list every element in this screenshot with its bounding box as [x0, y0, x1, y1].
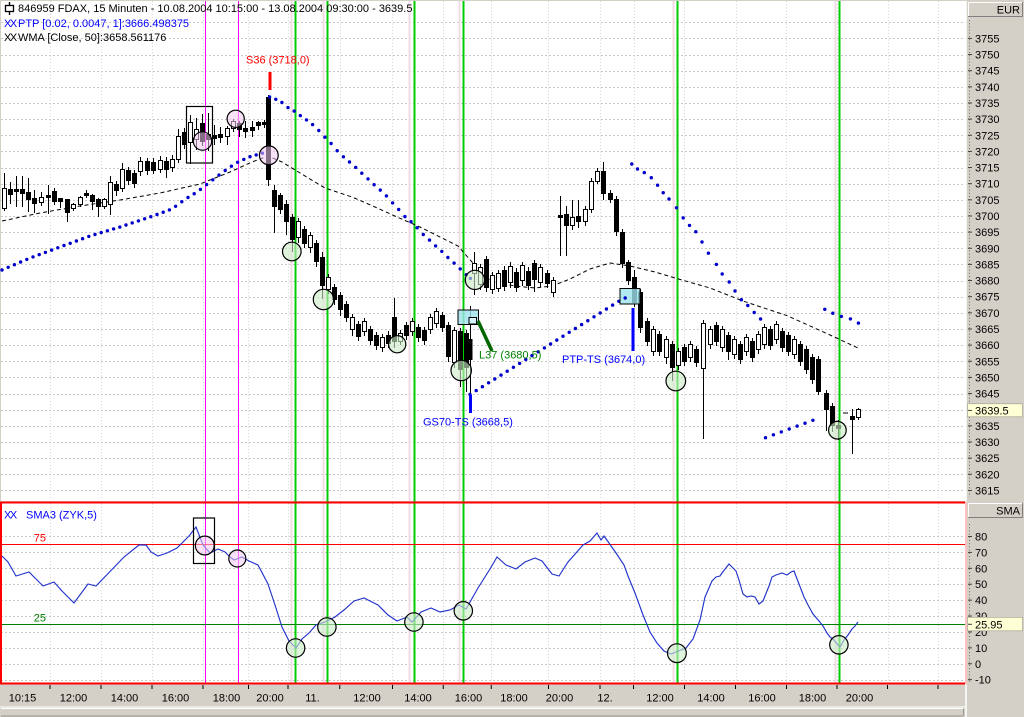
- svg-text:75: 75: [34, 533, 46, 545]
- svg-text:3670: 3670: [975, 308, 999, 320]
- svg-text:3710: 3710: [975, 179, 999, 191]
- svg-text:14:00: 14:00: [404, 693, 432, 705]
- svg-text:14:00: 14:00: [111, 693, 139, 705]
- svg-text:3725: 3725: [975, 130, 999, 142]
- svg-text:16:00: 16:00: [748, 693, 776, 705]
- svg-text:18:00: 18:00: [799, 693, 827, 705]
- svg-text:-10: -10: [975, 675, 991, 687]
- svg-text:18:00: 18:00: [213, 693, 241, 705]
- svg-text:16:00: 16:00: [455, 693, 483, 705]
- svg-text:3655: 3655: [975, 356, 999, 368]
- svg-text:12.: 12.: [597, 693, 612, 705]
- svg-text:846959 FDAX, 15 Minuten - 10.: 846959 FDAX, 15 Minuten - 10.08.2004 10:…: [18, 3, 412, 15]
- svg-text:GS70-TS (3668,5): GS70-TS (3668,5): [423, 417, 513, 429]
- svg-text:25: 25: [34, 613, 46, 625]
- svg-text:3755: 3755: [975, 33, 999, 45]
- svg-text:40: 40: [975, 595, 987, 607]
- svg-text:3695: 3695: [975, 227, 999, 239]
- svg-text:3690: 3690: [975, 243, 999, 255]
- svg-text:25.95: 25.95: [975, 620, 1003, 632]
- svg-text:3660: 3660: [975, 340, 999, 352]
- svg-text:3750: 3750: [975, 50, 999, 62]
- svg-text:60: 60: [975, 563, 987, 575]
- svg-text:EUR: EUR: [997, 5, 1020, 17]
- svg-text:12:00: 12:00: [60, 693, 88, 705]
- svg-text:L37 (3680,5): L37 (3680,5): [479, 350, 541, 362]
- svg-text:3720: 3720: [975, 146, 999, 158]
- svg-text:WMA [Close, 50]:3658.561176: WMA [Close, 50]:3658.561176: [18, 32, 166, 44]
- svg-text:XX: XX: [4, 510, 18, 522]
- svg-text:S36 (3718,0): S36 (3718,0): [246, 55, 310, 67]
- svg-text:3625: 3625: [975, 453, 999, 465]
- svg-text:3665: 3665: [975, 324, 999, 336]
- svg-text:3639.5: 3639.5: [975, 406, 1009, 418]
- svg-text:3645: 3645: [975, 389, 999, 401]
- svg-text:PTP-TS (3674,0): PTP-TS (3674,0): [562, 354, 645, 366]
- svg-text:12:00: 12:00: [353, 693, 381, 705]
- svg-text:3705: 3705: [975, 195, 999, 207]
- svg-text:0: 0: [975, 659, 981, 671]
- svg-text:3650: 3650: [975, 372, 999, 384]
- svg-text:3740: 3740: [975, 82, 999, 94]
- svg-text:10:15: 10:15: [9, 693, 37, 705]
- svg-text:20:00: 20:00: [846, 693, 874, 705]
- svg-text:3680: 3680: [975, 276, 999, 288]
- svg-text:50: 50: [975, 579, 987, 591]
- svg-text:16:00: 16:00: [162, 693, 190, 705]
- svg-text:14:00: 14:00: [697, 693, 725, 705]
- svg-text:10: 10: [975, 643, 987, 655]
- svg-text:XX: XX: [4, 18, 18, 30]
- svg-text:3730: 3730: [975, 114, 999, 126]
- svg-text:3685: 3685: [975, 259, 999, 271]
- svg-text:SMA3 (ZYK,5): SMA3 (ZYK,5): [26, 510, 97, 522]
- svg-text:PTP [0.02, 0.0047, 1]:3666.498: PTP [0.02, 0.0047, 1]:3666.498375: [18, 18, 189, 30]
- svg-text:3735: 3735: [975, 98, 999, 110]
- svg-text:SMA: SMA: [996, 506, 1021, 518]
- svg-text:12:00: 12:00: [646, 693, 674, 705]
- svg-text:3630: 3630: [975, 437, 999, 449]
- svg-text:3700: 3700: [975, 211, 999, 223]
- svg-text:70: 70: [975, 547, 987, 559]
- svg-text:3715: 3715: [975, 163, 999, 175]
- svg-text:3615: 3615: [975, 485, 999, 497]
- svg-text:3620: 3620: [975, 469, 999, 481]
- svg-text:3675: 3675: [975, 292, 999, 304]
- svg-text:3745: 3745: [975, 66, 999, 78]
- svg-text:80: 80: [975, 532, 987, 544]
- svg-text:18:00: 18:00: [500, 693, 528, 705]
- svg-text:3635: 3635: [975, 421, 999, 433]
- svg-text:11.: 11.: [305, 693, 319, 705]
- svg-text:XX: XX: [4, 32, 18, 44]
- svg-text:20:00: 20:00: [256, 693, 284, 705]
- svg-text:20:00: 20:00: [546, 693, 574, 705]
